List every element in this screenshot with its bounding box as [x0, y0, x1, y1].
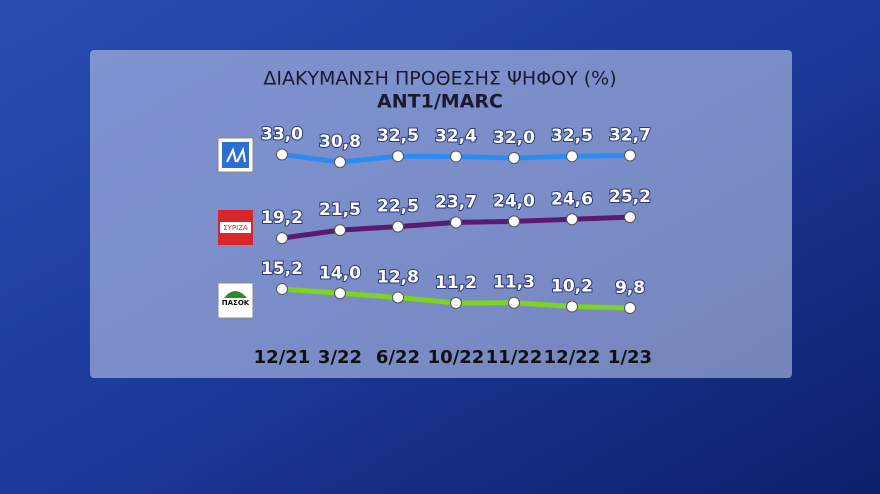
point — [334, 224, 346, 237]
point — [566, 150, 578, 163]
point — [392, 150, 404, 163]
logo-pasok: ΠΑΣΟΚ — [217, 282, 254, 319]
data-label: 11,3 — [493, 273, 535, 293]
point — [276, 283, 288, 296]
point — [508, 296, 520, 309]
data-label: 32,0 — [493, 128, 535, 148]
data-label: 33,0 — [261, 124, 303, 144]
point — [624, 301, 636, 314]
data-label: 11,2 — [435, 273, 477, 293]
x-tick-label: 11/22 — [486, 347, 543, 368]
data-label: 24,6 — [551, 189, 593, 209]
data-label: 24,0 — [493, 191, 535, 211]
panel — [90, 50, 792, 378]
point — [624, 149, 636, 162]
data-label: 30,8 — [319, 132, 361, 152]
point — [624, 211, 636, 224]
data-label: 32,4 — [435, 127, 477, 147]
point — [450, 216, 462, 229]
x-tick-label: 12/21 — [254, 347, 311, 368]
point — [392, 220, 404, 233]
data-label: 32,5 — [377, 126, 419, 146]
point — [334, 287, 346, 300]
data-label: 14,0 — [319, 263, 361, 283]
point — [508, 215, 520, 228]
data-label: 25,2 — [609, 187, 651, 207]
x-tick-label: 1/23 — [608, 347, 652, 368]
point — [566, 300, 578, 313]
data-label: 19,2 — [261, 208, 303, 228]
chart-subtitle: ANT1/MARC — [377, 91, 503, 113]
data-label: 22,5 — [377, 197, 419, 217]
data-label: 23,7 — [435, 192, 477, 212]
x-tick-label: 10/22 — [428, 347, 485, 368]
point — [276, 148, 288, 161]
data-label: 10,2 — [551, 277, 593, 297]
point — [508, 151, 520, 164]
data-label: 15,2 — [261, 259, 303, 279]
logo-nd — [217, 137, 254, 173]
legend-label: ΣΥΡΙΖΑ — [223, 224, 248, 232]
x-tick-label: 3/22 — [318, 347, 362, 368]
logo-syriza: ΣΥΡΙΖΑ — [218, 210, 253, 245]
chart-title: ΔΙΑΚΥΜΑΝΣΗ ΠΡΟΘΕΣΗΣ ΨΗΦΟΥ (%) — [263, 68, 616, 90]
data-label: 9,8 — [615, 278, 645, 298]
point — [450, 150, 462, 163]
data-label: 32,7 — [609, 126, 651, 146]
data-label: 32,5 — [551, 126, 593, 146]
x-tick-label: 12/22 — [544, 347, 601, 368]
data-label: 21,5 — [319, 200, 361, 220]
point — [392, 291, 404, 304]
legend-label: ΠΑΣΟΚ — [222, 299, 250, 307]
x-tick-label: 6/22 — [376, 347, 420, 368]
point — [450, 297, 462, 310]
point — [276, 232, 288, 245]
point — [334, 156, 346, 169]
point — [566, 213, 578, 226]
data-label: 12,8 — [377, 267, 419, 287]
